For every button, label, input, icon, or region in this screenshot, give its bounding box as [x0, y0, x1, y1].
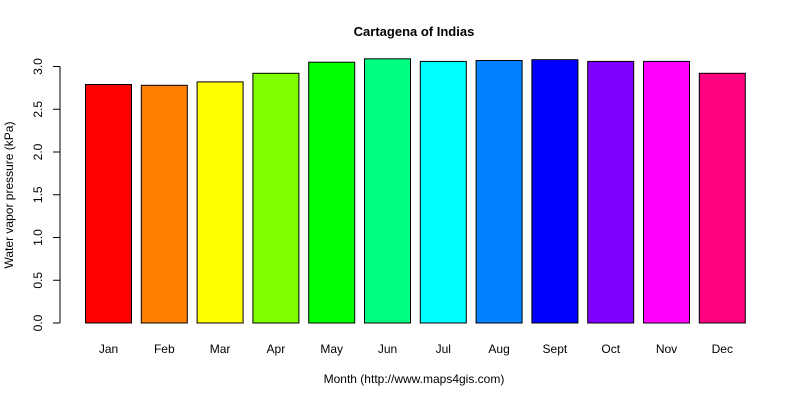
x-tick-label: Sept: [543, 342, 568, 356]
x-axis-title: Month (http://www.maps4gis.com): [324, 372, 505, 386]
bar-feb: [140, 84, 188, 324]
bar-sept: [531, 59, 579, 324]
y-tick-label: 2.0: [31, 143, 45, 160]
x-tick-label: Jun: [378, 342, 397, 356]
bar-jul: [419, 60, 467, 324]
x-axis-labels: Jan Feb Mar Apr May Jun Jul Aug Sept Oct Nov Dec: [99, 342, 733, 356]
x-tick-label: Mar: [210, 342, 231, 356]
bar-jun: [364, 58, 411, 324]
bar-dec: [698, 72, 746, 324]
y-axis: 0.0 0.5 1.0 1.5 2.0 2.5 3.0: [31, 58, 61, 331]
bar-aug: [475, 60, 523, 324]
bars-group: [85, 58, 746, 324]
y-axis-title: Water vapor pressure (kPa): [2, 122, 16, 269]
bar-apr: [252, 72, 300, 324]
chart-title: Cartagena of Indias: [354, 24, 475, 39]
bar-may: [308, 61, 356, 324]
y-tick-label: 2.5: [31, 101, 45, 118]
bar-jan: [85, 84, 132, 324]
y-tick-label: 3.0: [31, 58, 45, 75]
x-tick-label: Dec: [712, 342, 733, 356]
y-tick-label: 1.5: [31, 186, 45, 203]
bar-oct: [587, 60, 635, 324]
bar-mar: [196, 81, 244, 324]
x-tick-label: Jan: [99, 342, 118, 356]
x-tick-label: Nov: [656, 342, 677, 356]
x-tick-label: Feb: [154, 342, 175, 356]
x-tick-label: May: [320, 342, 343, 356]
x-tick-label: Apr: [267, 342, 286, 356]
y-tick-label: 1.0: [31, 229, 45, 246]
x-tick-label: Aug: [488, 342, 509, 356]
y-tick-label: 0.5: [31, 272, 45, 289]
x-tick-label: Jul: [436, 342, 451, 356]
x-tick-label: Oct: [601, 342, 620, 356]
y-tick-label: 0.0: [31, 314, 45, 331]
bar-nov: [643, 60, 690, 324]
